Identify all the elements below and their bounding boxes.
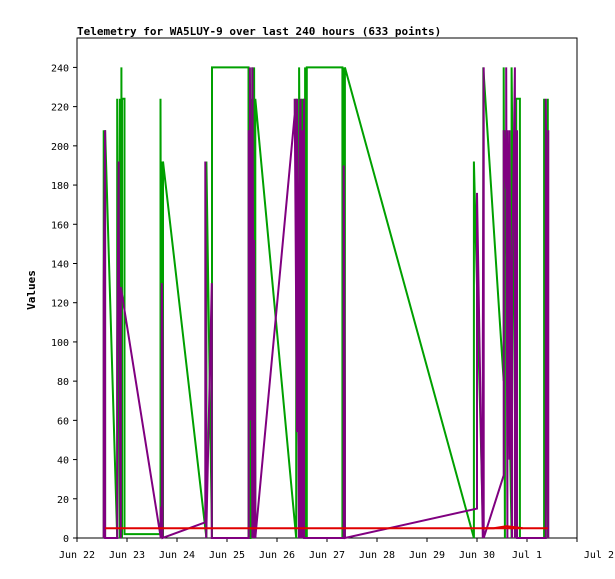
- x-tick-label: Jun 24: [159, 550, 195, 561]
- x-tick-label: Jun 27: [309, 550, 345, 561]
- y-tick-label: 60: [57, 416, 69, 427]
- x-tick-label: Jul 2: [584, 550, 614, 561]
- x-tick-label: Jun 22: [59, 550, 95, 561]
- y-tick-label: 140: [51, 259, 69, 270]
- x-tick-label: Jun 28: [359, 550, 395, 561]
- x-axis: Jun 22 Jun 23 Jun 24 Jun 25 Jun 26 Jun 27 Jun …: [59, 538, 614, 561]
- x-tick-label: Jun 30: [459, 550, 495, 561]
- x-tick-label: Jun 25: [209, 550, 245, 561]
- x-tick-label: Jun 23: [109, 550, 145, 561]
- plot-frame: [76, 37, 578, 539]
- y-tick-label: 240: [51, 63, 69, 74]
- y-tick-label: 180: [51, 181, 69, 192]
- y-tick-label: 120: [51, 299, 69, 310]
- y-tick-label: 80: [57, 377, 69, 388]
- y-tick-label: 100: [51, 338, 69, 349]
- y-axis-label: Values: [25, 270, 38, 310]
- series-line-1: [102, 67, 550, 540]
- series-line-3: [482, 525, 523, 530]
- y-tick-label: 0: [63, 534, 69, 545]
- y-tick-label: 40: [57, 456, 69, 467]
- y-tick-label: 160: [51, 220, 69, 231]
- series-group: [102, 66, 550, 540]
- x-tick-label: Jun 26: [259, 550, 295, 561]
- x-tick-label: Jun 29: [409, 550, 445, 561]
- y-tick-label: 200: [51, 142, 69, 153]
- chart-title: Telemetry for WA5LUY-9 over last 240 hou…: [77, 25, 441, 38]
- y-tick-label: 20: [57, 495, 69, 506]
- y-axis: 0 20 40 60 80 100 120 140 160 180 200 220 240: [51, 63, 77, 545]
- x-tick-label: Jul 1: [512, 550, 542, 561]
- y-tick-label: 220: [51, 103, 69, 114]
